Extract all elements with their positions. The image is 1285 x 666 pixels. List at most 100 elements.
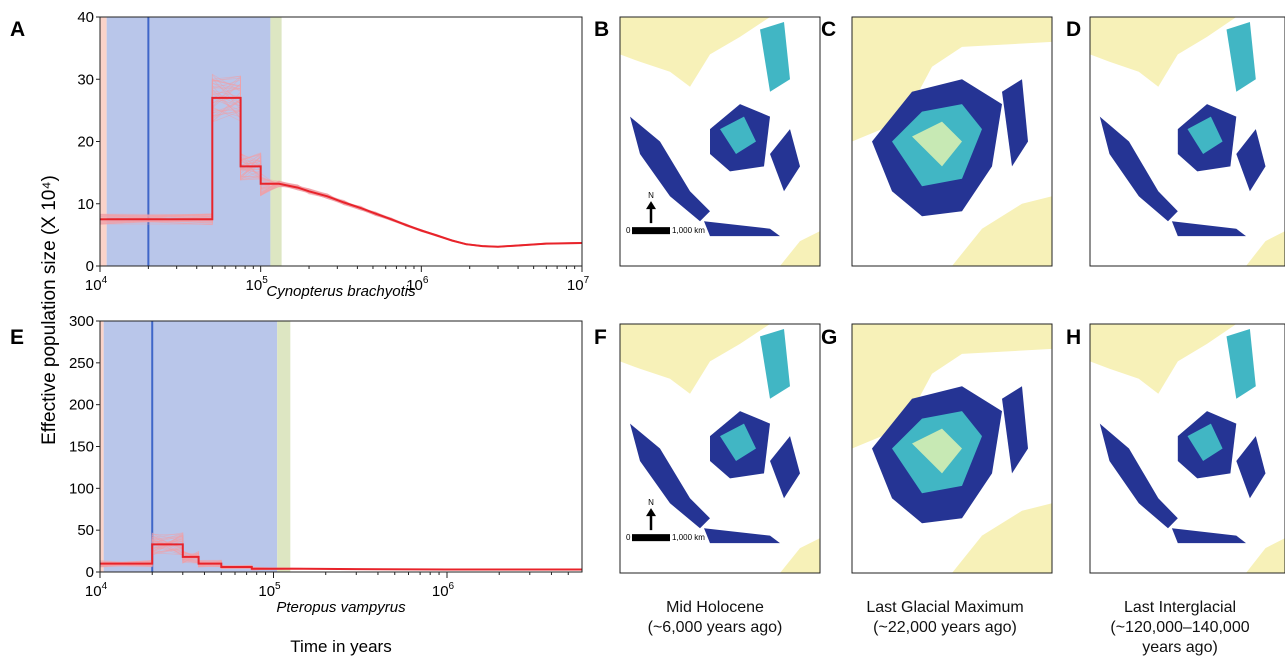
habitat-sumatra [630, 116, 710, 222]
psmc-chart-cynopterus: 0 10 20 30 40 104 105 106 107 Cynopterus brachyo… [77, 9, 589, 300]
map-frame [851, 16, 1053, 267]
habitat-sumatra [630, 423, 710, 529]
caption-mid-holocene: Mid Holocene (~6,000 years ago) [610, 598, 820, 638]
habitat-philippines [760, 329, 790, 399]
habitat-java [1171, 221, 1246, 237]
caption-li-line1: Last Interglacial [1123, 599, 1237, 616]
caption-li-line2: (~120,000–140,000 [1110, 619, 1250, 636]
x-tick-label: 104 [85, 275, 108, 294]
x-tick-label: 105 [258, 581, 281, 600]
mainland-asia-land [1090, 17, 1237, 87]
y-tick-label: 0 [86, 564, 94, 581]
y-tick-label: 0 [86, 258, 94, 275]
scale-distance: 1,000 km [672, 533, 705, 542]
caption-mid-holocene-line2: (~6,000 years ago) [647, 619, 783, 636]
australia-land [1246, 538, 1285, 573]
panel-letter-h: H [1066, 326, 1081, 349]
map-h-interglacial [1089, 323, 1285, 574]
period-shade-interglacial [270, 17, 282, 266]
australia-land [952, 503, 1052, 573]
habitat-sulawesi [1236, 436, 1266, 499]
habitat-sulawesi [770, 129, 800, 192]
habitat-borneo-mid [1187, 423, 1223, 461]
caption-last-interglacial: Last Interglacial (~120,000–140,000 year… [1075, 598, 1285, 658]
mainland-asia-land [620, 17, 770, 87]
global-x-axis-label: Time in years [290, 637, 391, 656]
habitat-low [912, 428, 962, 474]
habitat-sumatra [1099, 116, 1178, 222]
species-label-pteropus: Pteropus vampyrus [276, 599, 406, 616]
caption-mid-holocene-line1: Mid Holocene [666, 599, 764, 616]
scale-distance: 1,000 km [672, 226, 705, 235]
map-frame [1089, 323, 1285, 574]
psmc-main-line [100, 543, 582, 571]
habitat-borneo-mid [720, 116, 756, 154]
y-tick-label: 200 [69, 397, 94, 414]
north-label: N [648, 498, 654, 507]
panel-letter-e: E [10, 326, 24, 349]
y-tick-label: 40 [77, 9, 94, 26]
period-shade-glacial [103, 321, 278, 572]
habitat-philippines [1226, 22, 1256, 92]
scale-zero: 0 [626, 533, 631, 542]
habitat-borneo-mid [720, 423, 756, 461]
period-shade-glacial [106, 17, 271, 266]
y-tick-label: 250 [69, 355, 94, 372]
psmc-main-line [100, 96, 582, 248]
caption-lgm-line2: (~22,000 years ago) [873, 619, 1017, 636]
period-shade-holocene [100, 321, 104, 572]
habitat-borneo-mid [1187, 116, 1223, 154]
y-tick-label: 300 [69, 313, 94, 330]
map-c-lgm [851, 16, 1053, 267]
y-tick-label: 100 [69, 480, 94, 497]
map-frame [1089, 16, 1285, 267]
period-shade-interglacial [277, 321, 291, 572]
y-tick-label: 20 [77, 134, 94, 151]
map-f-holocene: 0 1,000 km N [619, 323, 821, 574]
habitat-java [704, 221, 780, 237]
mainland-asia-land [1090, 324, 1237, 394]
panel-letter-b: B [594, 18, 609, 41]
x-tick-label: 106 [432, 581, 455, 600]
australia-land [952, 196, 1052, 266]
map-g-lgm [851, 323, 1053, 574]
north-arrow-head-icon [646, 508, 656, 517]
habitat-sulawesi [770, 436, 800, 499]
psmc-chart-pteropus: 0 50 100 150 200 250 300 104 105 106 Pteropus vam… [69, 313, 583, 616]
habitat-java [704, 528, 780, 544]
caption-lgm-line1: Last Glacial Maximum [866, 599, 1024, 616]
habitat-philippines [760, 22, 790, 92]
species-label-cynopterus: Cynopterus brachyotis [266, 283, 416, 300]
panel-letter-c: C [821, 18, 836, 41]
map-frame [619, 16, 821, 267]
australia-land [1246, 231, 1285, 266]
map-d-interglacial [1089, 16, 1285, 267]
habitat-low [912, 121, 962, 167]
panel-letter-f: F [594, 326, 607, 349]
australia-land [780, 231, 820, 266]
global-y-axis-label: Effective population size (X 10⁴) [39, 175, 60, 445]
panel-letter-d: D [1066, 18, 1081, 41]
habitat-philippines [1226, 329, 1256, 399]
panel-letter-a: A [10, 18, 25, 41]
y-tick-label: 150 [69, 439, 94, 456]
north-arrow-head-icon [646, 201, 656, 210]
habitat-java [1171, 528, 1246, 544]
mainland-asia-land [620, 324, 770, 394]
habitat-high [1002, 79, 1028, 167]
y-tick-label: 50 [77, 522, 94, 539]
north-label: N [648, 191, 654, 200]
habitat-high [1002, 386, 1028, 474]
caption-lgm: Last Glacial Maximum (~22,000 years ago) [835, 598, 1055, 638]
map-b-holocene: 0 1,000 km N [619, 16, 821, 267]
period-shade-holocene [100, 17, 107, 266]
y-tick-label: 30 [77, 71, 94, 88]
australia-land [780, 538, 820, 573]
scale-bar [632, 534, 670, 542]
x-tick-label: 106 [406, 275, 429, 294]
scale-bar [632, 227, 670, 235]
habitat-sulawesi [1236, 129, 1266, 192]
y-tick-label: 10 [77, 196, 94, 213]
x-tick-label: 107 [567, 275, 590, 294]
